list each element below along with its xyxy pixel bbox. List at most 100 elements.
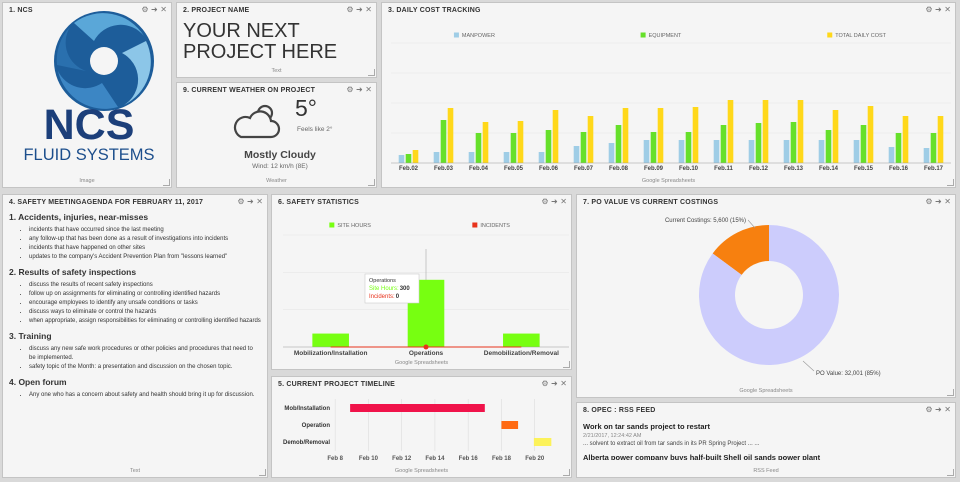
wind: Wind: 12 km/h (8E): [252, 163, 308, 170]
slice-label: PO Value: 32,001 (85%): [816, 371, 881, 377]
bar: [713, 140, 720, 163]
widget: 6. SAFETY STATISTICS SITE HOURS INCIDENTS…: [271, 194, 572, 370]
agenda-item: safety topic of the Month: a presentatio…: [29, 363, 261, 372]
widget-title: 4. SAFETY MEETINGAGENDA FOR FEBRUARY 11,…: [9, 199, 204, 206]
x-tick-label: Mobilization/Installation: [294, 350, 368, 357]
resize-grip: [563, 469, 570, 476]
widget-controls[interactable]: ⚙ ➜ ✕: [541, 197, 567, 206]
rss-date: 2/21/2017, 12:24:42 AM: [583, 433, 642, 439]
bar: [832, 110, 839, 163]
x-tick-label: Demobilization/Removal: [484, 350, 559, 357]
bar: [860, 125, 867, 163]
bar: [762, 100, 769, 163]
bar: [818, 140, 825, 163]
widget: 4. SAFETY MEETINGAGENDA FOR FEBRUARY 11,…: [2, 194, 268, 478]
widget-controls[interactable]: ⚙ ➜ ✕: [346, 5, 372, 14]
bar: [503, 333, 540, 347]
logo-tagline: FLUID SYSTEMS: [23, 146, 154, 164]
bar: [447, 108, 454, 163]
agenda-list: incidents that have occurred since the l…: [9, 226, 261, 262]
widget-title: 6. SAFETY STATISTICS: [278, 199, 360, 206]
agenda-heading: 4. Open forum: [9, 377, 67, 387]
bar: [678, 140, 685, 163]
bar: [853, 140, 860, 163]
x-tick-label: Feb.05: [504, 166, 524, 172]
y-tick-label: Mob/Installation: [284, 406, 330, 412]
agenda-list: discuss any new safe work procedures or …: [9, 345, 261, 372]
weather-icon: [233, 104, 281, 139]
rss-headline[interactable]: Work on tar sands project to restart: [583, 422, 710, 431]
temperature: 5°: [295, 95, 317, 121]
bar: [825, 130, 832, 163]
widget-controls[interactable]: ⚙ ➜ ✕: [925, 197, 951, 206]
bar: [615, 125, 622, 163]
bar: [797, 100, 804, 163]
bar: [538, 152, 545, 163]
tooltip: [364, 273, 420, 304]
x-tick-label: Feb 8: [327, 456, 343, 462]
widget-controls[interactable]: ⚙ ➜ ✕: [141, 5, 167, 14]
agenda-item: updates to the company's Accident Preven…: [29, 253, 261, 262]
pie-slice: [712, 225, 769, 275]
bar: [587, 116, 594, 163]
widget-controls[interactable]: ⚙ ➜ ✕: [346, 85, 372, 94]
widget-footer: Google Spreadsheets: [641, 178, 696, 184]
legend-label: EQUIPMENT: [649, 33, 682, 39]
widget-footer: Text: [271, 68, 282, 74]
agenda-item: encourage employees to identify any unsa…: [29, 299, 261, 308]
legend-swatch: [827, 32, 833, 38]
agenda-heading: 3. Training: [9, 331, 52, 341]
widget-title: 3. DAILY COST TRACKING: [388, 7, 481, 14]
widget-footer: Google Spreadsheets: [739, 388, 793, 394]
bar: [755, 123, 762, 163]
bar: [783, 140, 790, 163]
x-tick-label: Operations: [409, 350, 444, 357]
x-tick-label: Feb.15: [854, 166, 874, 172]
widget-footer: Google Spreadsheets: [394, 360, 449, 366]
leader-line: [802, 360, 815, 372]
gantt-bar: [533, 438, 552, 446]
x-tick-label: Feb.14: [819, 166, 839, 172]
bar: [517, 121, 524, 163]
agenda-item: discuss ways to eliminate or control the…: [29, 308, 261, 317]
bar: [503, 152, 510, 163]
widget-controls[interactable]: ⚙ ➜ ✕: [925, 405, 951, 414]
tooltip-label: Incidents:: [369, 294, 395, 300]
bar: [468, 152, 475, 163]
project-line: YOUR NEXT: [183, 20, 300, 42]
bar: [895, 133, 902, 163]
widget-controls[interactable]: ⚙ ➜ ✕: [541, 379, 567, 388]
widget-footer: Weather: [266, 178, 287, 184]
legend-swatch: [329, 222, 335, 228]
bar: [608, 143, 615, 163]
bar: [888, 147, 895, 163]
widget-controls[interactable]: ⚙ ➜ ✕: [237, 197, 263, 206]
resize-grip: [947, 469, 954, 476]
project-line: PROJECT HERE: [183, 41, 338, 63]
x-tick-label: Feb.07: [574, 166, 594, 172]
x-tick-label: Feb.06: [539, 166, 559, 172]
widget-controls[interactable]: ⚙ ➜ ✕: [925, 5, 951, 14]
widget: 7. PO VALUE VS CURRENT COSTINGS Current …: [576, 194, 956, 398]
bar: [510, 133, 517, 163]
widget-title: 5. CURRENT PROJECT TIMELINE: [278, 381, 396, 388]
bar: [685, 132, 692, 163]
x-tick-label: Feb 12: [392, 456, 412, 462]
slice-label: Current Costings: 5,600 (15%): [665, 218, 746, 224]
resize-grip: [259, 469, 266, 476]
feels-like: Feels like 2°: [297, 125, 333, 133]
chart: MANPOWER EQUIPMENT TOTAL DAILY COST Feb.02 F…: [391, 32, 951, 172]
bar: [580, 132, 587, 163]
bar: [923, 148, 930, 163]
agenda-item: any follow-up that has been done as a re…: [29, 235, 261, 244]
bar: [573, 146, 580, 163]
logo-mark: [54, 11, 154, 111]
agenda-item: Any one who has a concern about safety a…: [29, 391, 261, 400]
rss-summary: ... solvent to extract oil from tar sand…: [583, 441, 760, 447]
rss-headline[interactable]: Alberta power company buys half-built Sh…: [583, 453, 821, 460]
x-tick-label: Feb.03: [434, 166, 454, 172]
agenda-item: follow up on assignments for eliminating…: [29, 290, 261, 299]
resize-grip: [563, 361, 570, 368]
widget: 3. DAILY COST TRACKING MANPOWER EQUIPMENT…: [381, 2, 956, 188]
bar: [727, 100, 734, 163]
